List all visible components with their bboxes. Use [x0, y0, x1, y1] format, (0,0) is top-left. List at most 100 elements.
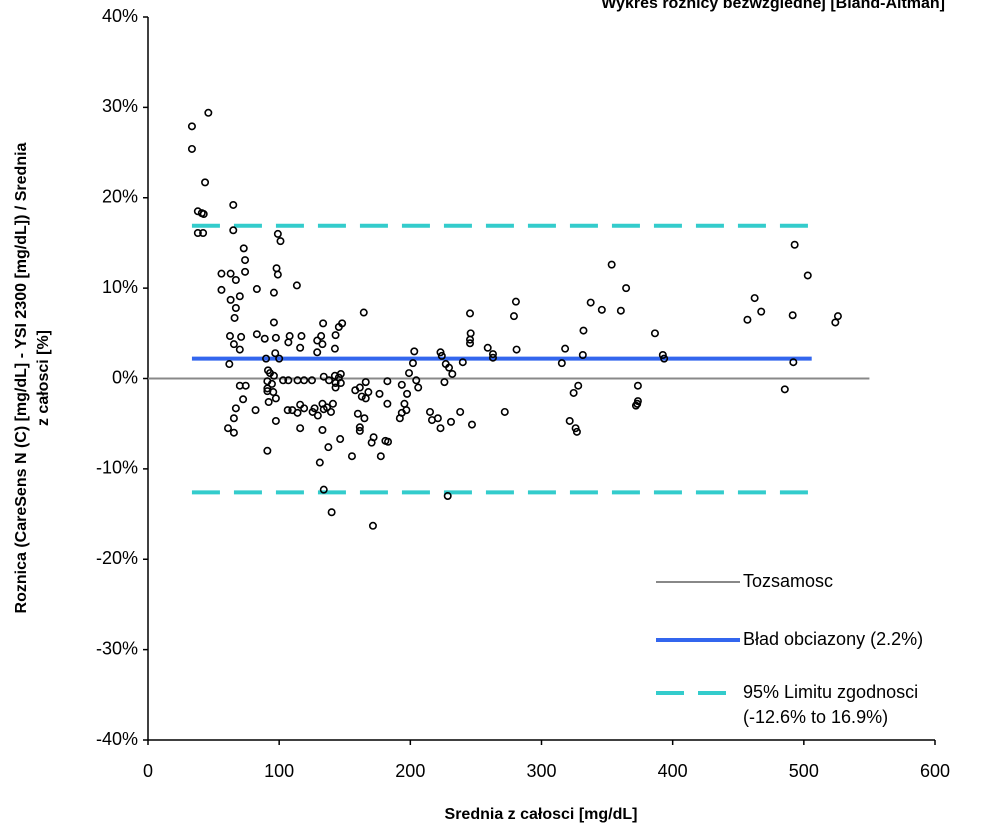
data-point [330, 344, 339, 353]
data-point [272, 264, 281, 273]
data-point [193, 228, 202, 237]
data-point [319, 319, 328, 328]
data-point [445, 363, 454, 372]
data-point [565, 416, 574, 425]
data-point [275, 354, 284, 363]
data-point [279, 376, 288, 385]
data-point [446, 417, 455, 426]
x-tick-label: 400 [658, 761, 688, 781]
data-point [436, 348, 445, 357]
data-point [262, 354, 271, 363]
data-point [226, 269, 235, 278]
data-point [831, 318, 840, 327]
data-point [284, 338, 293, 347]
data-point [586, 298, 595, 307]
data-point [235, 292, 244, 301]
data-point [347, 452, 356, 461]
data-point [355, 426, 364, 435]
data-point [318, 340, 327, 349]
data-point [237, 332, 246, 341]
data-point [225, 360, 234, 369]
data-point [466, 309, 475, 318]
data-point [509, 312, 518, 321]
data-point [199, 210, 208, 219]
data-point [225, 332, 234, 341]
data-point [361, 394, 370, 403]
data-point [500, 407, 509, 416]
data-point [327, 508, 336, 517]
data-point [297, 332, 306, 341]
data-point [448, 369, 457, 378]
data-point [578, 351, 587, 360]
data-point [239, 395, 248, 404]
data-point [319, 405, 328, 414]
data-point [285, 332, 294, 341]
data-point [264, 397, 273, 406]
data-point [296, 424, 305, 433]
data-point [231, 404, 240, 413]
data-point [384, 437, 393, 446]
y-tick-label: -40% [96, 729, 138, 749]
data-point [331, 331, 340, 340]
data-point [271, 349, 280, 358]
y-tick-label: -20% [96, 548, 138, 568]
data-point [271, 394, 280, 403]
data-point [336, 379, 345, 388]
data-point [224, 424, 233, 433]
data-point [229, 414, 238, 423]
data-point [426, 407, 435, 416]
y-tick-label: 30% [102, 96, 138, 116]
data-point [324, 443, 333, 452]
data-point [229, 200, 238, 209]
data-point [383, 377, 392, 386]
data-point [561, 344, 570, 353]
data-point [743, 315, 752, 324]
data-point [307, 376, 316, 385]
data-point [622, 284, 631, 293]
data-point [229, 428, 238, 437]
data-point [231, 304, 240, 313]
data-point [241, 381, 250, 390]
data-point [466, 339, 475, 348]
data-point [263, 387, 272, 396]
data-point [269, 371, 278, 380]
legend-label: 95% Limitu zgodnosci [743, 682, 918, 702]
y-axis-label-line: Roznica (CareSens N (C) [mg/dL] - YSI 23… [13, 142, 30, 613]
data-point [400, 399, 409, 408]
data-point [412, 376, 421, 385]
data-point [357, 392, 366, 401]
data-point [187, 122, 196, 131]
data-point [241, 256, 250, 265]
data-point [572, 427, 581, 436]
data-point [331, 383, 340, 392]
data-point [353, 409, 362, 418]
data-point [757, 307, 766, 316]
data-point [267, 379, 276, 388]
data-point [235, 345, 244, 354]
chart-title: Wykres roznicy bezwzglednej [Bland-Altma… [601, 0, 945, 12]
data-point [217, 269, 226, 278]
data-point [397, 380, 406, 389]
data-point [296, 343, 305, 352]
data-point [276, 237, 285, 246]
data-point [336, 369, 345, 378]
data-point [325, 376, 334, 385]
data-point [633, 381, 642, 390]
data-point [383, 399, 392, 408]
data-point [466, 329, 475, 338]
data-point [597, 305, 606, 314]
data-point [239, 244, 248, 253]
y-tick-label: -30% [96, 638, 138, 658]
data-point [226, 295, 235, 304]
data-point [230, 313, 239, 322]
data-point [331, 379, 340, 388]
data-point [283, 406, 292, 415]
data-point [263, 384, 272, 393]
data-point [483, 343, 492, 352]
data-point [569, 388, 578, 397]
data-point [467, 420, 476, 429]
data-point [318, 426, 327, 435]
data-point [360, 414, 369, 423]
data-point [204, 108, 213, 117]
